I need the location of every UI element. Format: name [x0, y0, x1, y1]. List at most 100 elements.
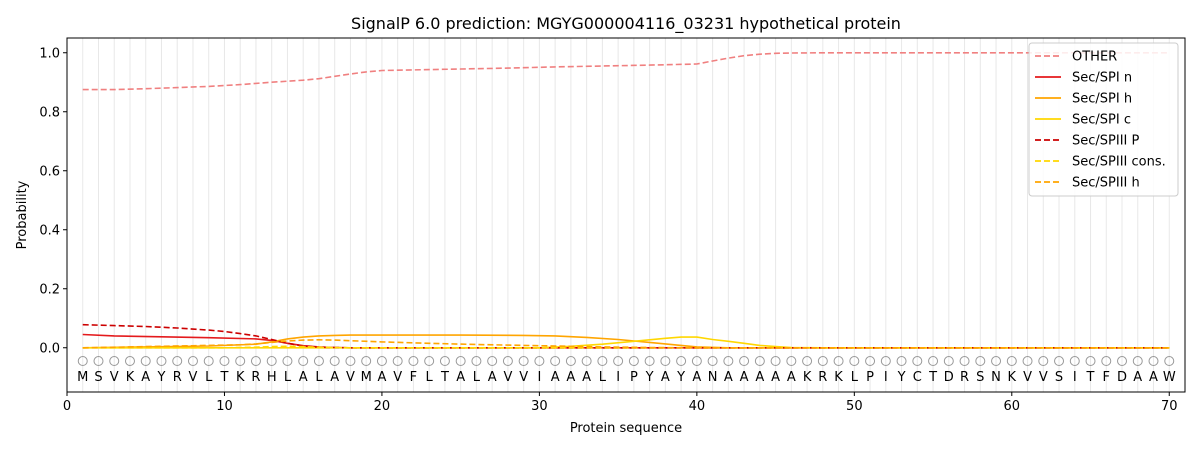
residue-label: H	[267, 370, 277, 385]
x-axis-label: Protein sequence	[570, 421, 682, 436]
residue-label: A	[1133, 370, 1142, 385]
residue-label: I	[616, 370, 620, 385]
legend-label: Sec/SPI h	[1072, 92, 1132, 107]
region-marker	[1132, 356, 1143, 367]
region-marker	[518, 356, 529, 367]
region-marker	[345, 356, 356, 367]
region-marker	[928, 356, 939, 367]
residue-label: A	[755, 370, 764, 385]
residue-label: N	[991, 370, 1001, 385]
residue-label: R	[818, 370, 827, 385]
residue-label: A	[740, 370, 749, 385]
region-marker	[392, 356, 403, 367]
region-marker	[266, 356, 277, 367]
series-line	[82, 338, 1170, 349]
region-marker	[172, 356, 183, 367]
legend-label: OTHER	[1072, 50, 1117, 65]
residue-label: K	[126, 370, 135, 385]
region-marker	[676, 356, 687, 367]
residue-label: M	[361, 370, 372, 385]
legend-label: Sec/SPI c	[1072, 113, 1131, 128]
residue-label: V	[393, 370, 402, 385]
residue-label: V	[1039, 370, 1048, 385]
region-marker	[534, 356, 545, 367]
region-marker	[865, 356, 876, 367]
region-marker	[77, 356, 88, 367]
residue-label: K	[803, 370, 812, 385]
grid-layer	[82, 38, 1170, 392]
region-marker	[203, 356, 214, 367]
region-marker	[550, 356, 561, 367]
region-marker	[313, 356, 324, 367]
region-marker	[329, 356, 340, 367]
region-marker	[455, 356, 466, 367]
residue-label: R	[960, 370, 969, 385]
y-axis-label: Probability	[15, 180, 30, 249]
residue-label: L	[473, 370, 481, 385]
series-line	[82, 51, 1170, 91]
y-tick-label: 0.6	[39, 164, 60, 179]
legend: OTHER Sec/SPI n Sec/SPI h Sec/SPI c Sec/SPII…	[1028, 42, 1179, 197]
residue-label: A	[456, 370, 465, 385]
region-marker	[282, 356, 293, 367]
region-marker	[660, 356, 671, 367]
residue-label: Y	[897, 370, 906, 385]
residue-label: C	[913, 370, 922, 385]
x-tick-label: 40	[689, 399, 706, 414]
legend-box	[1028, 42, 1179, 197]
region-marker	[408, 356, 419, 367]
region-marker	[991, 356, 1002, 367]
residue-label: T	[928, 370, 937, 385]
region-marker	[219, 356, 230, 367]
residue-label: A	[582, 370, 591, 385]
residue-label: I	[884, 370, 888, 385]
region-marker	[1148, 356, 1159, 367]
residue-label: A	[1149, 370, 1158, 385]
region-marker	[644, 356, 655, 367]
region-marker	[802, 356, 813, 367]
region-marker	[1038, 356, 1049, 367]
region-marker	[912, 356, 923, 367]
residue-label: I	[1073, 370, 1077, 385]
residue-label: A	[566, 370, 575, 385]
residue-label: S	[976, 370, 984, 385]
legend-label: Sec/SPI n	[1072, 71, 1132, 86]
region-marker	[93, 356, 104, 367]
y-tick-label: 0.2	[39, 282, 60, 297]
residue-label: R	[173, 370, 182, 385]
region-marker	[1117, 356, 1128, 367]
region-marker	[235, 356, 246, 367]
residue-label: V	[503, 370, 512, 385]
y-axis-ticks: 0.0 0.2 0.4 0.6 0.8 1.0	[39, 46, 67, 356]
region-marker	[124, 356, 135, 367]
y-tick-label: 0.4	[39, 223, 60, 238]
residue-label: K	[1008, 370, 1017, 385]
series-line	[82, 334, 1170, 349]
residue-label: L	[284, 370, 292, 385]
series-line	[82, 323, 1170, 349]
residue-label: T	[219, 370, 228, 385]
region-marker	[754, 356, 765, 367]
residue-label: P	[630, 370, 638, 385]
region-marker	[187, 356, 198, 367]
residue-label: S	[94, 370, 102, 385]
y-tick-label: 1.0	[39, 46, 60, 61]
region-marker	[439, 356, 450, 367]
residue-label: W	[1163, 370, 1176, 385]
region-marker	[565, 356, 576, 367]
residue-label: R	[251, 370, 260, 385]
residue-label: A	[377, 370, 386, 385]
legend-label: Sec/SPIII cons.	[1072, 155, 1166, 170]
region-marker	[140, 356, 151, 367]
region-marker	[298, 356, 309, 367]
residue-label: S	[1055, 370, 1063, 385]
x-tick-label: 70	[1161, 399, 1178, 414]
region-marker	[1101, 356, 1112, 367]
region-marker	[943, 356, 954, 367]
region-marker	[1054, 356, 1065, 367]
residue-label: A	[551, 370, 560, 385]
region-marker	[770, 356, 781, 367]
x-tick-label: 10	[216, 399, 233, 414]
